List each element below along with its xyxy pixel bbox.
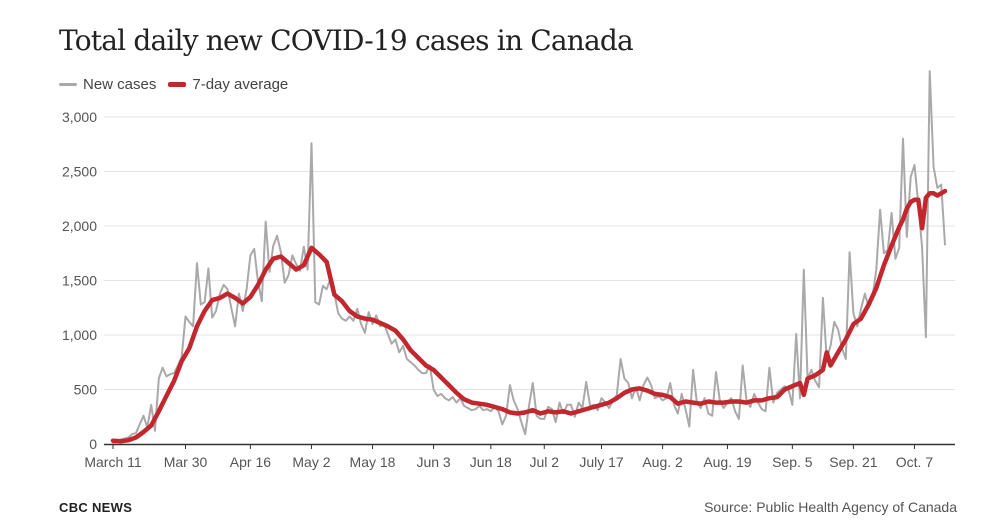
legend-item-7-day-average: 7-day average [168,76,288,93]
legend-label-7-day-average: 7-day average [192,76,289,93]
x-tick-label: March 11 [84,454,142,470]
x-tick-label: Sep. 5 [772,454,813,470]
x-tick-label: May 18 [350,454,396,470]
y-tick-label: 2,500 [62,164,97,180]
source-label: Source: Public Health Agency of Canada [704,499,957,515]
y-tick-label: 1,500 [62,273,97,289]
y-tick-label: 2,000 [62,218,97,234]
legend-label-new-cases: New cases [83,76,157,93]
x-tick-label: Jun 3 [416,454,450,470]
series-lines [110,70,948,444]
y-tick-label: 1,000 [62,327,97,343]
seven-day-average-line [110,188,948,444]
y-tick-label: 0 [89,436,97,452]
x-tick-label: Aug. 19 [703,454,751,470]
chart-title: Total daily new COVID-19 cases in Canada [59,24,634,57]
legend-swatch-new-cases [59,83,77,86]
y-axis-labels: 0 500 1,000 1,500 2,000 2,500 3,000 [62,109,97,452]
x-tick-label: Aug. 2 [642,454,683,470]
x-tick-label: Apr 16 [230,454,271,470]
chart-legend: New cases 7-day average [59,76,300,93]
y-gridlines [104,116,955,390]
x-tick-label: May 2 [292,454,330,470]
new-cases-line [112,70,946,444]
legend-item-new-cases: New cases [59,76,156,93]
x-tick-label: Jun 18 [470,454,512,470]
brand-label: CBC NEWS [59,500,133,515]
x-tick-label: Mar 30 [164,454,208,470]
y-tick-label: 3,000 [62,109,97,125]
x-tick-label: Sep. 21 [829,454,877,470]
y-tick-label: 500 [74,382,98,398]
x-axis: March 11 Mar 30 Apr 16 May 2 May 18 Jun 3 Jun … [84,443,955,470]
x-tick-label: Jul 2 [529,454,559,470]
legend-swatch-7-day-average [168,82,187,87]
x-tick-label: Oct. 7 [896,454,934,470]
x-tick-label: July 17 [579,454,624,470]
